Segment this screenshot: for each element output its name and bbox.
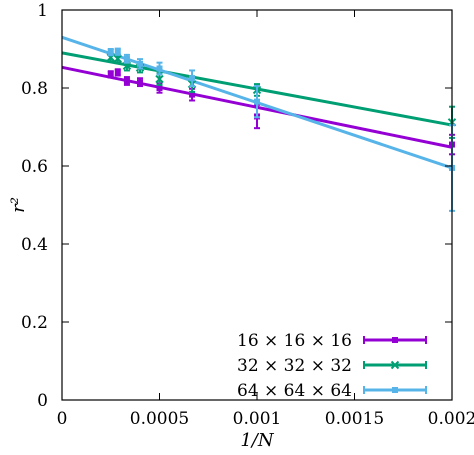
x-tick-label: 0.002 xyxy=(428,409,474,429)
y-tick-label: 0.4 xyxy=(21,235,48,255)
marker-square xyxy=(107,49,114,56)
marker-square xyxy=(156,85,163,91)
y-tick-label: 0.2 xyxy=(21,313,48,333)
marker-square xyxy=(107,71,114,78)
y-tick-label: 0.6 xyxy=(21,157,48,177)
marker-square xyxy=(254,98,260,105)
x-tick-label: 0.001 xyxy=(233,409,282,429)
marker-x xyxy=(155,74,164,84)
data-point xyxy=(137,77,143,88)
data-point xyxy=(189,69,196,88)
marker-x xyxy=(113,54,122,63)
marker-square xyxy=(114,69,121,76)
legend-label: 16 × 16 × 16 xyxy=(237,331,352,351)
legend-marker xyxy=(390,360,400,370)
legend-entry: 64 × 64 × 64 xyxy=(237,381,427,401)
y-tick-label: 1 xyxy=(37,1,48,21)
x-tick-label: 0.0015 xyxy=(325,409,384,429)
y-axis-label: r² xyxy=(8,197,29,213)
data-point xyxy=(114,68,121,77)
axis-ticks xyxy=(61,9,453,401)
marker-square xyxy=(123,55,130,62)
data-points xyxy=(106,47,457,212)
legend-marker xyxy=(392,337,398,343)
data-point xyxy=(107,48,114,57)
data-point xyxy=(254,85,260,119)
data-point xyxy=(114,47,121,56)
legend-label: 64 × 64 × 64 xyxy=(237,381,352,401)
y-tick-label: 0.8 xyxy=(21,79,48,99)
legend-label: 32 × 32 × 32 xyxy=(237,356,352,376)
data-point xyxy=(123,53,130,64)
tick-labels: 0 0.0005 0.001 0.0015 0.002 0 0.2 0.4 0.6 0.8 1 xyxy=(21,1,474,429)
marker-square xyxy=(189,75,196,82)
legend-entry: 32 × 32 × 32 xyxy=(237,356,427,376)
data-point xyxy=(113,53,122,64)
data-point xyxy=(156,61,163,76)
marker-square xyxy=(137,79,143,86)
legend-marker xyxy=(392,387,398,393)
x-axis-label: 1/N xyxy=(240,430,275,451)
marker-square xyxy=(123,77,130,84)
marker-square xyxy=(189,91,196,98)
y-tick-label: 0 xyxy=(37,391,48,411)
data-point xyxy=(137,58,143,70)
data-point xyxy=(123,76,130,86)
marker-square xyxy=(156,65,163,72)
marker-square xyxy=(137,60,143,67)
data-point xyxy=(107,70,114,79)
x-tick-label: 0 xyxy=(57,409,68,429)
legend: 16 × 16 × 16 32 × 32 × 32 64 × 64 × 64 xyxy=(237,331,427,401)
x-tick-label: 0.0005 xyxy=(130,409,189,429)
legend-entry: 16 × 16 × 16 xyxy=(237,331,427,351)
marker-square xyxy=(114,48,121,55)
